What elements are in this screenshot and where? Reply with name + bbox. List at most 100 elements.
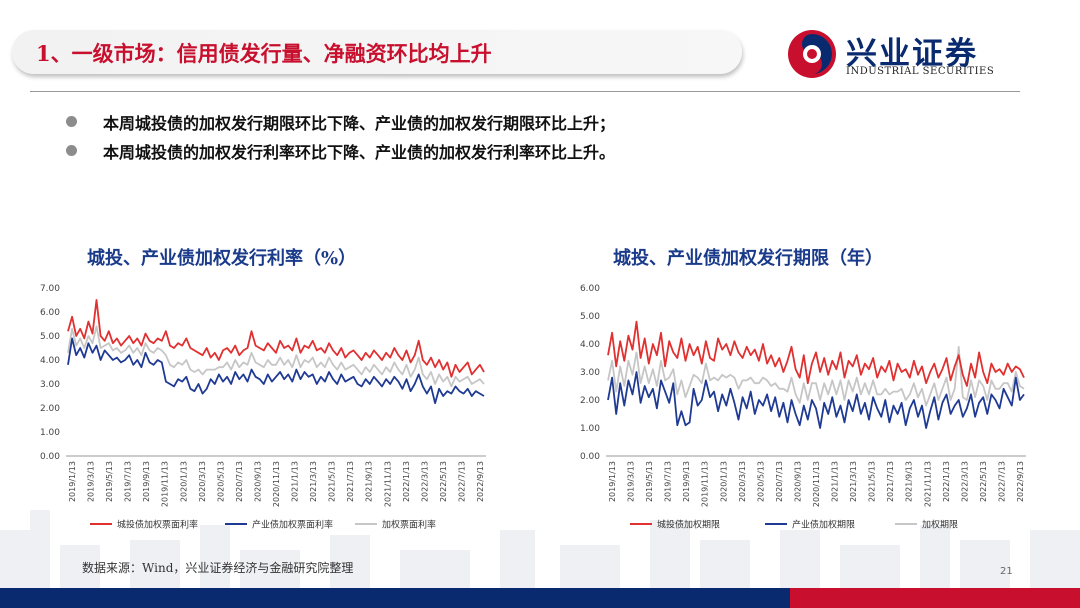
chart-title-rate: 城投、产业债加权发行利率（%） <box>87 248 357 269</box>
rate-line-chart: 0.00 1.00 2.00 3.00 4.00 5.00 6.00 7.00 2019/1/1… <box>40 284 486 531</box>
y-tick-label: 5.00 <box>580 312 600 322</box>
x-tick-label: 2019/5/13 <box>105 461 114 502</box>
x-tick-label: 2021/11/13 <box>923 461 932 507</box>
x-tick-label: 2022/7/13 <box>997 461 1006 502</box>
x-tick-label: 2019/3/13 <box>627 461 636 502</box>
x-tick-label: 2021/9/13 <box>365 461 374 502</box>
x-tick-label: 2020/7/13 <box>775 461 784 502</box>
term-line-chart: 0.00 1.00 2.00 3.00 4.00 5.00 6.00 2019/1/13 201… <box>580 284 1026 531</box>
bullet-list: 本周城投债的加权发行期限环比下降、产业债的加权发行期限环比上升； 本周城投债的加… <box>66 107 615 165</box>
x-tick-label: 2019/3/13 <box>87 461 96 502</box>
x-tick-label: 2022/7/13 <box>457 461 466 502</box>
x-tick-label: 2019/1/13 <box>68 461 77 502</box>
legend-label: 加权票面利率 <box>382 519 436 531</box>
series-line <box>67 299 485 378</box>
data-source-note: 数据来源：Wind，兴业证券经济与金融研究院整理 <box>82 561 354 575</box>
x-tick-label: 2021/11/13 <box>383 461 392 507</box>
x-tick-label: 2021/1/13 <box>291 461 300 502</box>
bullet-item: 本周城投债的加权发行期限环比下降、产业债的加权发行期限环比上升； <box>66 107 615 136</box>
footer-band <box>0 588 1080 608</box>
legend-label: 城投债加权票面利率 <box>117 519 198 531</box>
header-divider <box>30 91 1020 92</box>
legend-entry: 城投债加权票面利率 <box>90 519 198 531</box>
x-tick-label: 2020/1/13 <box>719 461 728 502</box>
series-line <box>607 345 1025 407</box>
x-tick-label: 2020/3/13 <box>198 461 207 502</box>
y-tick-label: 2.00 <box>580 396 600 406</box>
series-line <box>607 320 1025 387</box>
x-tick-label: 2022/9/13 <box>1016 461 1025 502</box>
bullet-text: 本周城投债的加权发行利率环比下降、产业债的加权发行利率环比上升。 <box>103 142 616 162</box>
legend-entry: 城投债加权期限 <box>630 519 720 531</box>
x-tick-label: 2021/3/13 <box>309 461 318 502</box>
x-tick-label: 2019/11/13 <box>161 461 170 507</box>
slide-title: 1、一级市场：信用债发行量、净融资环比均上升 <box>36 41 492 66</box>
y-tick-label: 5.00 <box>40 332 60 342</box>
legend-label: 城投债加权期限 <box>657 519 720 531</box>
x-tick-label: 2020/5/13 <box>216 461 225 502</box>
x-tick-label: 2021/1/13 <box>831 461 840 502</box>
y-tick-label: 6.00 <box>580 284 600 294</box>
x-tick-label: 2021/5/13 <box>328 461 337 502</box>
x-tick-label: 2021/9/13 <box>905 461 914 502</box>
x-tick-label: 2019/9/13 <box>142 461 151 502</box>
y-tick-label: 0.00 <box>40 452 60 462</box>
y-tick-label: 6.00 <box>40 308 60 318</box>
series-line <box>67 325 485 388</box>
x-tick-label: 2020/11/13 <box>812 461 821 507</box>
bullet-text: 本周城投债的加权发行期限环比下降、产业债的加权发行期限环比上升； <box>103 113 616 133</box>
x-tick-label: 2019/5/13 <box>645 461 654 502</box>
y-tick-label: 4.00 <box>580 340 600 350</box>
legend-label: 加权期限 <box>922 519 958 531</box>
y-tick-label: 3.00 <box>40 380 60 390</box>
x-tick-label: 2019/7/13 <box>124 461 133 502</box>
x-tick-label: 2019/7/13 <box>664 461 673 502</box>
y-tick-label: 7.00 <box>40 284 60 294</box>
x-tick-label: 2020/7/13 <box>235 461 244 502</box>
legend-entry: 加权期限 <box>895 519 958 531</box>
series-line <box>607 371 1025 429</box>
y-tick-label: 1.00 <box>580 424 600 434</box>
bullet-dot-icon <box>66 145 77 156</box>
slide-title-bar: 1、一级市场：信用债发行量、净融资环比均上升 <box>12 30 742 74</box>
x-tick-label: 2022/5/13 <box>979 461 988 502</box>
x-tick-label: 2022/3/13 <box>420 461 429 502</box>
x-tick-label: 2020/11/13 <box>272 461 281 507</box>
legend-entry: 加权票面利率 <box>355 519 436 531</box>
x-tick-label: 2020/5/13 <box>756 461 765 502</box>
x-tick-label: 2022/1/13 <box>402 461 411 502</box>
x-tick-label: 2020/9/13 <box>253 461 262 502</box>
x-tick-label: 2022/9/13 <box>476 461 485 502</box>
x-tick-label: 2021/3/13 <box>849 461 858 502</box>
x-tick-label: 2020/3/13 <box>738 461 747 502</box>
y-tick-label: 0.00 <box>580 452 600 462</box>
x-tick-label: 2021/7/13 <box>346 461 355 502</box>
x-tick-label: 2022/3/13 <box>960 461 969 502</box>
skyline-background <box>0 510 1080 590</box>
legend-label: 产业债加权期限 <box>792 519 855 531</box>
x-tick-label: 2019/1/13 <box>608 461 617 502</box>
legend-entry: 产业债加权票面利率 <box>225 519 333 531</box>
x-tick-label: 2022/1/13 <box>942 461 951 502</box>
x-tick-label: 2019/9/13 <box>682 461 691 502</box>
x-tick-label: 2020/1/13 <box>179 461 188 502</box>
bullet-item: 本周城投债的加权发行利率环比下降、产业债的加权发行利率环比上升。 <box>66 136 615 165</box>
legend-label: 产业债加权票面利率 <box>252 519 333 531</box>
y-tick-label: 2.00 <box>40 404 60 414</box>
y-tick-label: 1.00 <box>40 428 60 438</box>
logo-english-name: INDUSTRIAL SECURITIES <box>846 66 995 77</box>
bullet-dot-icon <box>66 116 77 127</box>
chart-title-term: 城投、产业债加权发行期限（年） <box>613 248 883 269</box>
company-logo: 兴业证券 INDUSTRIAL SECURITIES <box>786 26 1016 82</box>
y-tick-label: 4.00 <box>40 356 60 366</box>
legend-entry: 产业债加权期限 <box>765 519 855 531</box>
x-tick-label: 2022/5/13 <box>439 461 448 502</box>
x-tick-label: 2021/7/13 <box>886 461 895 502</box>
series-line <box>67 337 485 405</box>
page-number: 21 <box>1000 566 1013 577</box>
y-tick-label: 3.00 <box>580 368 600 378</box>
x-tick-label: 2019/11/13 <box>701 461 710 507</box>
logo-emblem-icon <box>788 30 836 78</box>
logo-chinese-name: 兴业证券 <box>846 36 978 72</box>
x-tick-label: 2021/5/13 <box>868 461 877 502</box>
